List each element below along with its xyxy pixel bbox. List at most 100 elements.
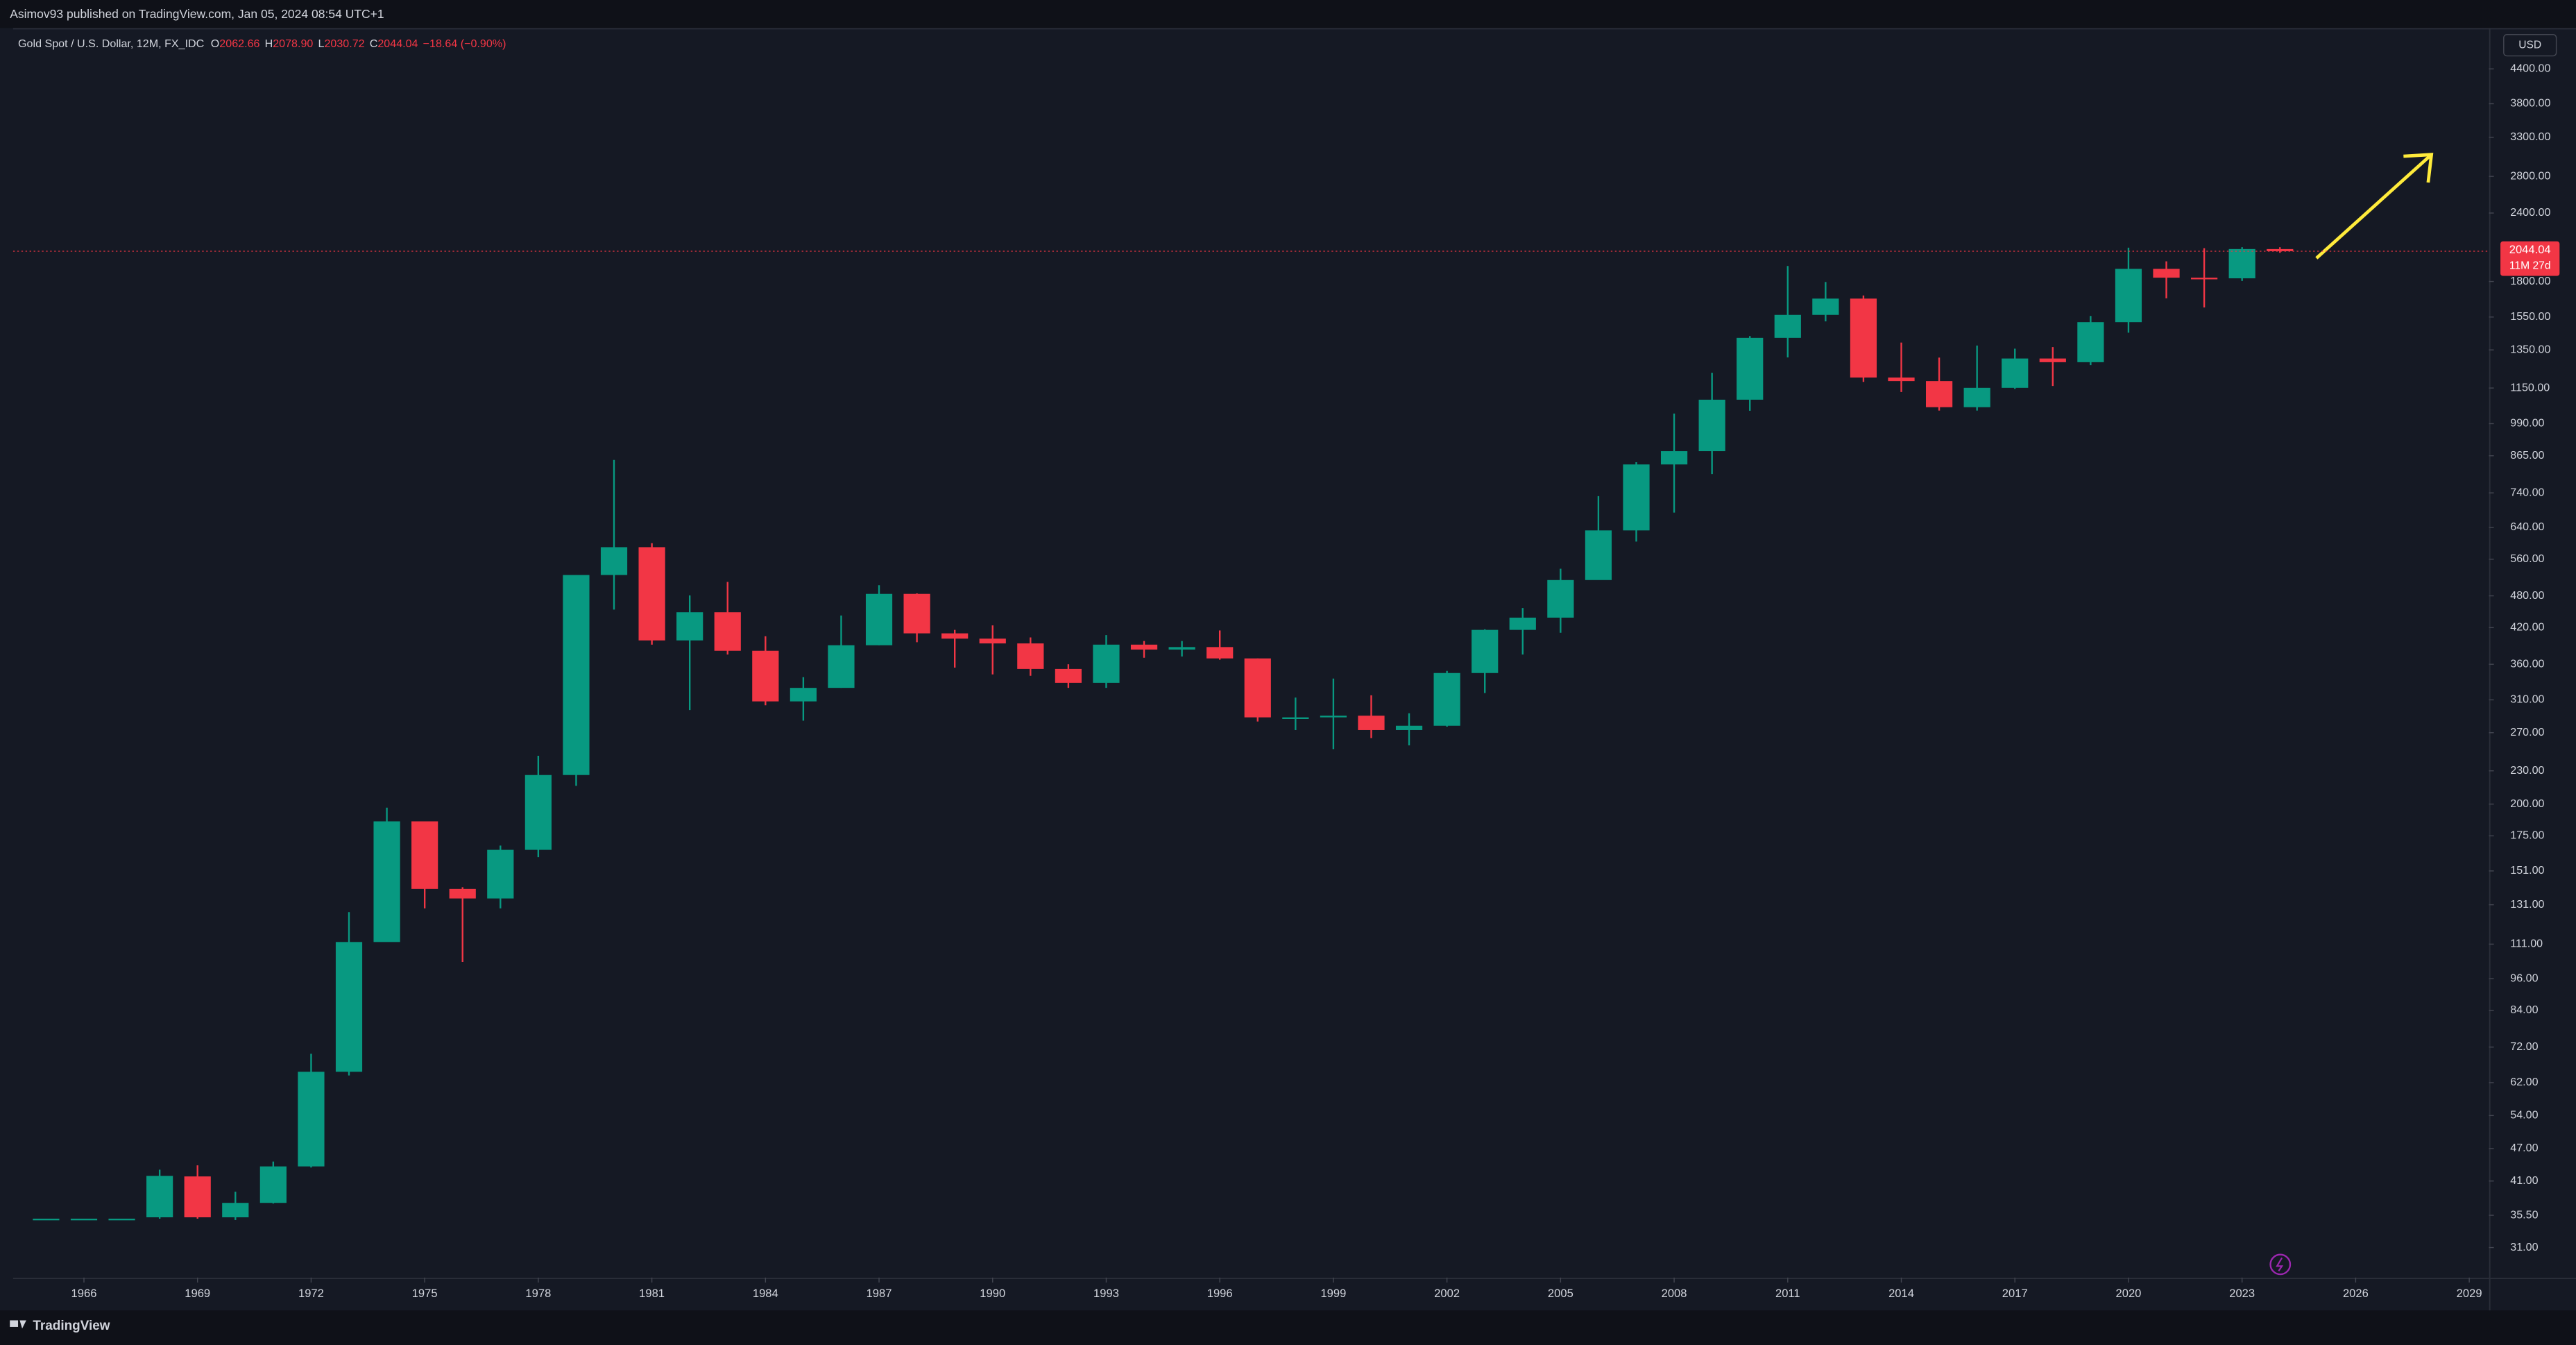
candle-body: [563, 575, 590, 775]
publisher: Asimov93 published on TradingView.com, J…: [10, 7, 384, 21]
x-tick-label: 1996: [1207, 1287, 1233, 1300]
y-tick-label: 96.00: [2510, 972, 2538, 984]
y-tick-label: 270.00: [2510, 726, 2544, 738]
candle-body: [600, 547, 628, 575]
y-tick-label: 3800.00: [2510, 97, 2550, 110]
logo-mark: [10, 1320, 19, 1327]
lightning-icon[interactable]: [2269, 1253, 2292, 1276]
legend-field-name: C: [370, 37, 378, 50]
legend-field-value: 2062.66: [219, 37, 259, 50]
candle-body: [335, 942, 363, 1072]
candle-body: [903, 593, 930, 634]
candle-body: [1623, 464, 1650, 531]
y-tick-label: 151.00: [2510, 864, 2544, 877]
currency-box[interactable]: [2503, 34, 2557, 57]
lightning-bolt: [2276, 1257, 2284, 1271]
x-tick-label: 1999: [1320, 1287, 1346, 1300]
candle-body: [222, 1203, 249, 1218]
legend-field-name: L: [318, 37, 324, 50]
x-tick-label: 2026: [2343, 1287, 2369, 1300]
y-tick-label: 2800.00: [2510, 169, 2550, 182]
y-tick-label: 41.00: [2510, 1174, 2538, 1187]
y-tick-label: 865.00: [2510, 449, 2544, 462]
candle-body: [1509, 617, 1536, 630]
candle-body: [2039, 358, 2066, 362]
candle-body: [1055, 668, 1082, 683]
y-tick-label: 72.00: [2510, 1040, 2538, 1053]
candle-body: [1850, 298, 1877, 378]
candle-body: [487, 849, 514, 899]
candle-body: [373, 821, 400, 942]
y-tick-label: 1350.00: [2510, 343, 2550, 355]
candle-body: [1585, 530, 1612, 580]
last-price-label: 2044.04: [2509, 243, 2551, 256]
candle-body: [33, 1218, 60, 1221]
legend-change: −18.64 (−0.90%): [423, 37, 506, 50]
currency[interactable]: USD: [2518, 39, 2541, 51]
y-tick-label: 740.00: [2510, 486, 2544, 498]
x-tick-label: 1990: [980, 1287, 1005, 1300]
legend-symbol: Gold Spot / U.S. Dollar, 12M, FX_IDC: [18, 37, 205, 50]
y-tick-label: 1550.00: [2510, 310, 2550, 323]
arrow-shaft: [2315, 153, 2433, 260]
y-tick-label: 54.00: [2510, 1109, 2538, 1122]
y-tick-label: 47.00: [2510, 1142, 2538, 1154]
candle-body: [1547, 580, 1574, 618]
y-tick-label: 1800.00: [2510, 275, 2550, 287]
y-tick-label: 3300.00: [2510, 130, 2550, 143]
y-tick-label: 111.00: [2510, 938, 2543, 950]
candle-body: [1168, 647, 1195, 650]
x-tick-label: 2029: [2457, 1287, 2482, 1300]
candle-body: [1698, 399, 1725, 452]
y-tick-label: 35.50: [2510, 1208, 2538, 1221]
y-tick-label: 200.00: [2510, 797, 2544, 810]
legend-field-value: 2044.04: [377, 37, 418, 50]
candle-body: [411, 821, 438, 889]
x-tick-label: 1966: [71, 1287, 97, 1300]
legend: Gold Spot / U.S. Dollar, 12M, FX_IDC O206…: [18, 37, 506, 50]
candle-body: [2077, 322, 2104, 362]
y-tick-label: 31.00: [2510, 1241, 2538, 1253]
y-tick-label: 175.00: [2510, 829, 2544, 842]
candle-body: [1472, 629, 1499, 673]
y-tick-label: 310.00: [2510, 693, 2544, 706]
x-tick-label: 1984: [753, 1287, 778, 1300]
candle-body: [146, 1176, 173, 1218]
candle-body: [108, 1218, 135, 1221]
y-tick-label: 990.00: [2510, 417, 2544, 430]
brand-logo[interactable]: TradingView: [10, 1319, 110, 1333]
x-tick-label: 2014: [1888, 1287, 1914, 1300]
x-tick-label: 1981: [639, 1287, 665, 1300]
y-tick-label: 640.00: [2510, 521, 2544, 533]
arrow-annotation: [2315, 153, 2434, 260]
x-tick-label: 2008: [1662, 1287, 1687, 1300]
countdown: 11M 27d: [2509, 260, 2551, 271]
y-tick-label: 84.00: [2510, 1004, 2538, 1016]
candle-body: [2191, 278, 2218, 280]
y-tick-label: 4400.00: [2510, 62, 2550, 74]
candle-body: [2267, 248, 2294, 251]
legend-field-value: 2030.72: [324, 37, 364, 50]
x-tick-label: 1978: [525, 1287, 551, 1300]
candle-body: [2115, 269, 2142, 323]
candle-body: [2002, 358, 2029, 388]
x-tick-label: 2011: [1775, 1287, 1800, 1300]
candle-body: [524, 775, 552, 850]
candle-body: [1660, 451, 1688, 465]
x-tick-label: 2005: [1548, 1287, 1573, 1300]
candle-body: [1282, 717, 1309, 720]
candle-body: [1017, 643, 1044, 669]
y-tick-label: 62.00: [2510, 1076, 2538, 1088]
x-tick-label: 2002: [1434, 1287, 1460, 1300]
candle-body: [638, 547, 665, 641]
candle-body: [1925, 381, 1953, 407]
candle-body: [1130, 644, 1158, 650]
candle-body: [259, 1166, 287, 1203]
candle-body: [298, 1072, 325, 1167]
x-tick-label: 2020: [2116, 1287, 2142, 1300]
last-price-box: [2500, 241, 2560, 276]
y-tick-label: 131.00: [2510, 898, 2544, 911]
publisher-bar: [0, 0, 2576, 28]
